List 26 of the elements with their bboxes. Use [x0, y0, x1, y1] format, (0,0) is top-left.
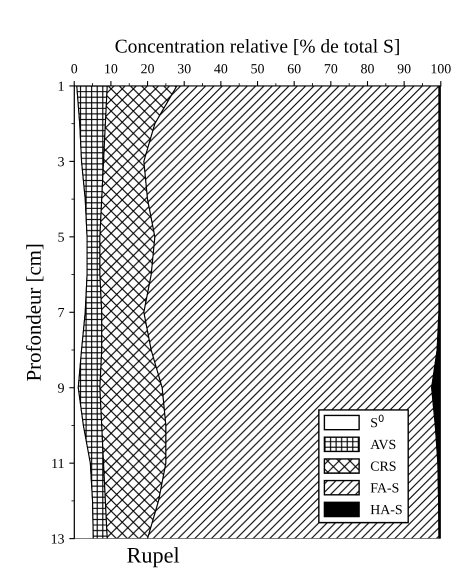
legend-label: FA-S	[370, 483, 398, 493]
legend-label: CRS	[370, 461, 396, 471]
x-tick-label: 20	[141, 64, 154, 74]
x-tick-label: 80	[361, 64, 374, 74]
y-tick-label: 3	[58, 157, 64, 166]
x-tick-label: 100	[432, 64, 451, 74]
y-tick-label: 1	[58, 82, 64, 91]
y-axis-title: Profondeur [cm]	[26, 244, 44, 381]
x-tick-label: 30	[178, 64, 191, 74]
legend-label: AVS	[370, 440, 396, 450]
legend-label: HA-S	[370, 504, 402, 514]
y-tick-label: 13	[52, 534, 64, 544]
x-tick-label: 40	[214, 64, 228, 74]
x-tick-label: 0	[71, 64, 78, 74]
y-tick-label: 5	[58, 232, 64, 242]
y-tick-label: 9	[58, 383, 64, 393]
legend-label: S$^{0}$	[371, 414, 384, 428]
x-axis-title: Concentration relative [% de total S]	[116, 39, 399, 56]
x-tick-label: 50	[251, 64, 264, 74]
y-tick-label: 7	[58, 308, 64, 318]
x-tick-label: 10	[105, 64, 118, 74]
x-tick-label: 70	[324, 64, 338, 74]
x-tick-label: 90	[398, 64, 411, 74]
x-tick-label: 60	[288, 64, 301, 74]
y-tick-label: 11	[52, 458, 64, 468]
text: Rupel	[127, 547, 180, 568]
